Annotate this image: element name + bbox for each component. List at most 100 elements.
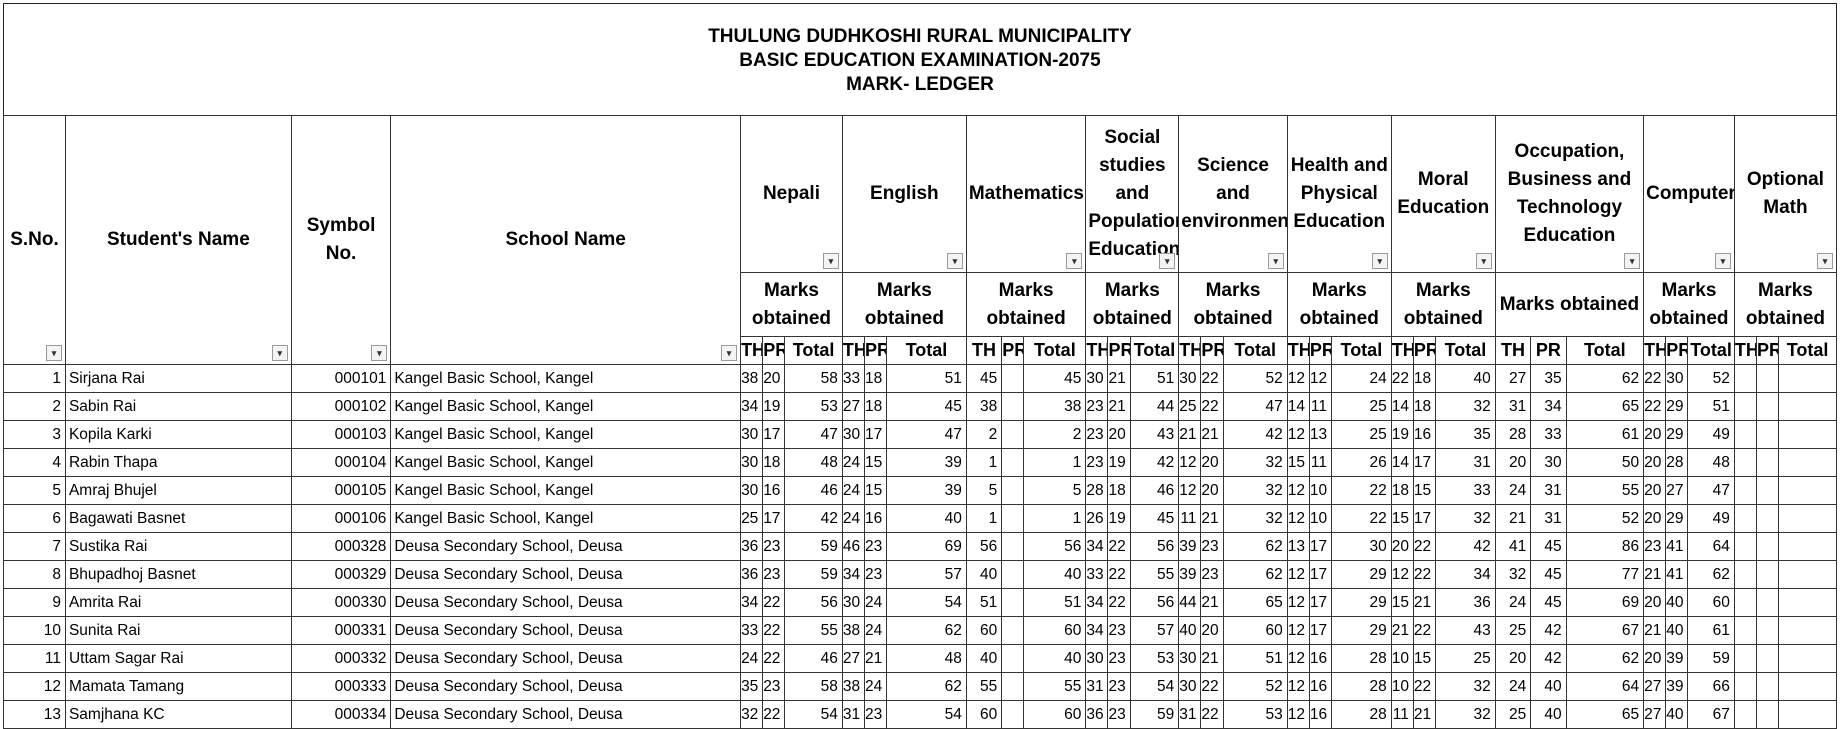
th-mark-cell[interactable]: 60	[965, 700, 1003, 729]
sno-cell[interactable]: 6	[3, 504, 66, 533]
pr-mark-cell[interactable]: 19	[1107, 504, 1131, 533]
th-mark-cell[interactable]: 35	[740, 672, 764, 701]
total-mark-cell[interactable]: 62	[1687, 560, 1735, 589]
pr-mark-cell[interactable]: 10	[1308, 504, 1333, 533]
total-mark-cell[interactable]: 24	[1331, 364, 1392, 393]
th-mark-cell[interactable]: 20	[1643, 420, 1667, 449]
table-row[interactable]: 11 Uttam Sagar Rai 000332 Deusa Secondary S…	[3, 644, 1837, 673]
total-mark-cell[interactable]: 47	[784, 420, 843, 449]
pr-mark-cell[interactable]: 22	[1107, 532, 1131, 561]
total-mark-cell[interactable]: 55	[1129, 560, 1180, 589]
table-row[interactable]: 3 Kopila Karki 000103 Kangel Basic School, …	[3, 420, 1837, 449]
pr-mark-cell[interactable]	[1001, 504, 1025, 533]
pr-mark-cell[interactable]: 21	[1412, 588, 1437, 617]
pr-mark-cell[interactable]: 17	[762, 504, 786, 533]
th-mark-cell[interactable]: 12	[1286, 616, 1310, 645]
total-mark-cell[interactable]: 54	[1129, 672, 1180, 701]
th-mark-cell[interactable]: 32	[740, 700, 764, 729]
th-mark-cell[interactable]	[1733, 560, 1757, 589]
student-name-cell[interactable]: Amrita Rai	[64, 588, 292, 617]
th-mark-cell[interactable]: 22	[1643, 392, 1667, 421]
pr-mark-cell[interactable]	[1001, 448, 1025, 477]
pr-mark-cell[interactable]: 33	[1530, 420, 1567, 449]
total-mark-cell[interactable]: 28	[1331, 644, 1392, 673]
pr-mark-cell[interactable]: 39	[1665, 644, 1689, 673]
total-mark-cell[interactable]: 53	[784, 392, 843, 421]
pr-mark-cell[interactable]	[1755, 588, 1780, 617]
student-name-cell[interactable]: Bhupadhoj Basnet	[64, 560, 292, 589]
student-name-cell[interactable]: Sunita Rai	[64, 616, 292, 645]
total-mark-cell[interactable]: 32	[1435, 672, 1496, 701]
student-name-cell[interactable]: Sirjana Rai	[64, 364, 292, 393]
total-mark-cell[interactable]: 34	[1435, 560, 1496, 589]
pr-mark-cell[interactable]: 18	[762, 448, 786, 477]
pr-mark-cell[interactable]: 22	[1200, 364, 1224, 393]
subject-8-filter-dropdown-icon[interactable]: ▾	[1624, 253, 1641, 269]
pr-mark-cell[interactable]: 21	[1200, 504, 1224, 533]
total-mark-cell[interactable]: 61	[1565, 420, 1645, 449]
pr-mark-cell[interactable]: 27	[1665, 476, 1689, 505]
pr-mark-cell[interactable]: 17	[1308, 560, 1333, 589]
total-mark-cell[interactable]: 42	[1129, 448, 1180, 477]
table-row[interactable]: 2 Sabin Rai 000102 Kangel Basic School, Kan…	[3, 392, 1837, 421]
total-mark-cell[interactable]: 60	[1023, 700, 1087, 729]
th-mark-cell[interactable]	[1733, 392, 1757, 421]
pr-mark-cell[interactable]: 22	[762, 644, 786, 673]
total-mark-cell[interactable]: 28	[1331, 672, 1392, 701]
pr-mark-cell[interactable]: 17	[1412, 504, 1437, 533]
pr-mark-cell[interactable]: 31	[1530, 504, 1567, 533]
student-name-cell[interactable]: Uttam Sagar Rai	[64, 644, 292, 673]
th-mark-cell[interactable]: 34	[1085, 532, 1109, 561]
pr-mark-cell[interactable]: 16	[1308, 700, 1333, 729]
total-mark-cell[interactable]: 47	[886, 420, 967, 449]
th-mark-cell[interactable]: 12	[1178, 448, 1202, 477]
th-mark-cell[interactable]: 33	[841, 364, 866, 393]
school-name-cell[interactable]: Deusa Secondary School, Deusa	[390, 700, 742, 729]
th-mark-cell[interactable]: 21	[1643, 560, 1667, 589]
sno-cell[interactable]: 13	[3, 700, 66, 729]
pr-mark-cell[interactable]	[1755, 532, 1780, 561]
pr-mark-cell[interactable]: 41	[1665, 532, 1689, 561]
th-mark-cell[interactable]: 24	[1494, 476, 1532, 505]
pr-mark-cell[interactable]: 13	[1308, 420, 1333, 449]
pr-mark-cell[interactable]	[1755, 560, 1780, 589]
total-mark-cell[interactable]	[1778, 700, 1837, 729]
student-name-cell[interactable]: Kopila Karki	[64, 420, 292, 449]
pr-mark-cell[interactable]: 22	[1107, 588, 1131, 617]
th-mark-cell[interactable]: 36	[1085, 700, 1109, 729]
sno-header-filter-dropdown-icon[interactable]: ▾	[45, 345, 62, 361]
pr-mark-cell[interactable]: 42	[1530, 644, 1567, 673]
pr-mark-cell[interactable]: 18	[863, 392, 888, 421]
th-mark-cell[interactable]: 20	[1494, 644, 1532, 673]
pr-mark-cell[interactable]: 40	[1665, 616, 1689, 645]
total-mark-cell[interactable]: 35	[1435, 420, 1496, 449]
total-mark-cell[interactable]: 56	[1129, 532, 1180, 561]
symbol-no-cell[interactable]: 000101	[290, 364, 392, 393]
pr-mark-cell[interactable]: 17	[1308, 588, 1333, 617]
total-mark-cell[interactable]: 59	[784, 532, 843, 561]
total-mark-cell[interactable]	[1778, 420, 1837, 449]
pr-mark-cell[interactable]: 23	[1107, 700, 1131, 729]
total-mark-cell[interactable]: 42	[1222, 420, 1288, 449]
pr-mark-cell[interactable]: 23	[1200, 532, 1224, 561]
total-mark-cell[interactable]: 55	[1565, 476, 1645, 505]
table-row[interactable]: 9 Amrita Rai 000330 Deusa Secondary School,…	[3, 588, 1837, 617]
total-mark-cell[interactable]: 45	[1023, 364, 1087, 393]
pr-mark-cell[interactable]: 23	[863, 700, 888, 729]
pr-mark-cell[interactable]: 17	[1308, 616, 1333, 645]
school-name-cell[interactable]: Deusa Secondary School, Deusa	[390, 672, 742, 701]
th-mark-cell[interactable]: 23	[1085, 420, 1109, 449]
subject-6-filter-dropdown-icon[interactable]: ▾	[1371, 253, 1388, 269]
pr-mark-cell[interactable]	[1001, 364, 1025, 393]
pr-mark-cell[interactable]	[1755, 700, 1780, 729]
th-mark-cell[interactable]: 23	[1085, 392, 1109, 421]
total-mark-cell[interactable]: 22	[1331, 504, 1392, 533]
total-mark-cell[interactable]: 1	[1023, 504, 1087, 533]
sno-cell[interactable]: 3	[3, 420, 66, 449]
pr-mark-cell[interactable]: 23	[1107, 672, 1131, 701]
pr-mark-cell[interactable]: 35	[1530, 364, 1567, 393]
pr-mark-cell[interactable]: 28	[1665, 448, 1689, 477]
total-mark-cell[interactable]: 1	[1023, 448, 1087, 477]
th-mark-cell[interactable]: 33	[740, 616, 764, 645]
th-mark-cell[interactable]: 20	[1390, 532, 1414, 561]
